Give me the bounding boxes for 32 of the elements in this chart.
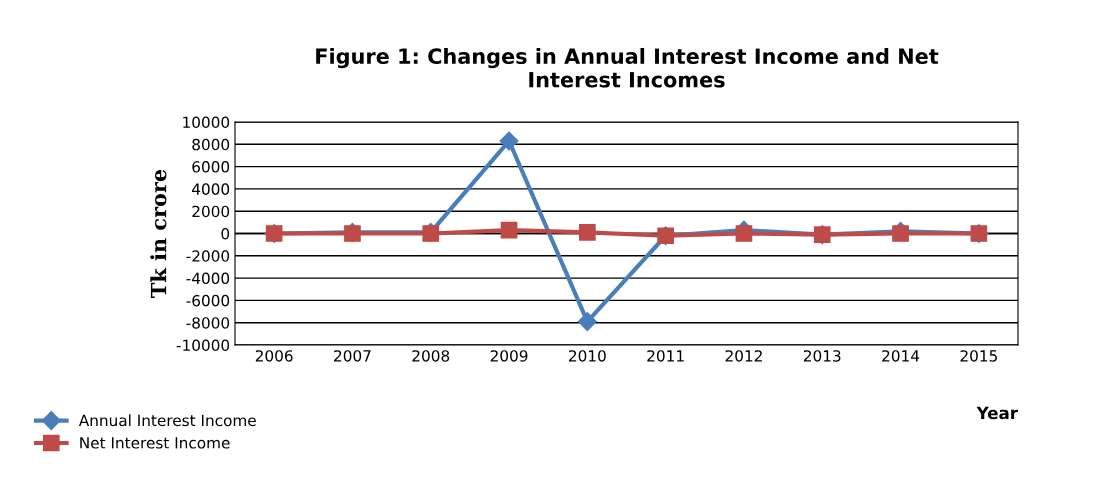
point (579, 224, 596, 241)
y-tick-label: -4000 (186, 272, 230, 285)
y-tick-label: -8000 (186, 317, 230, 329)
y-tick-label: 4000 (192, 183, 230, 195)
y-axis-title: Tk in crore (150, 169, 167, 298)
x-tick-label: 2015 (960, 350, 997, 362)
x-tick-label: 2011 (647, 350, 684, 362)
y-tick-label: 2000 (192, 205, 230, 218)
y-tick-label: 6000 (192, 161, 230, 173)
x-tick-label: 2009 (490, 350, 528, 362)
y-tick-label: -2000 (186, 250, 230, 262)
point (500, 221, 518, 239)
x-tick-label: 2012 (725, 350, 762, 362)
x-axis-title: Year (976, 406, 1018, 420)
legend-label: Annual Interest Income (78, 414, 256, 427)
x-tick-label: 2014 (882, 350, 920, 362)
y-tick-label: 8000 (192, 138, 230, 151)
point (735, 225, 753, 242)
y-tick-label: -10000 (176, 339, 230, 352)
chart-title: Figure 1: Changes in Annual Interest Income and Net Interest Incomes (316, 47, 939, 88)
y-tick-label: 10000 (183, 116, 230, 129)
point (577, 312, 597, 332)
y-tick-label: 0 (221, 227, 230, 240)
point (892, 225, 909, 242)
x-tick-label: 2008 (412, 350, 450, 362)
y-tick-label: -6000 (186, 294, 230, 307)
x-tick-label: 2006 (255, 350, 293, 362)
point (499, 131, 519, 151)
x-tick-label: 2007 (334, 350, 371, 362)
legend-label: Net Interest Income (80, 437, 230, 449)
x-tick-label: 2013 (803, 350, 841, 362)
x-tick-label: 2010 (569, 350, 606, 362)
